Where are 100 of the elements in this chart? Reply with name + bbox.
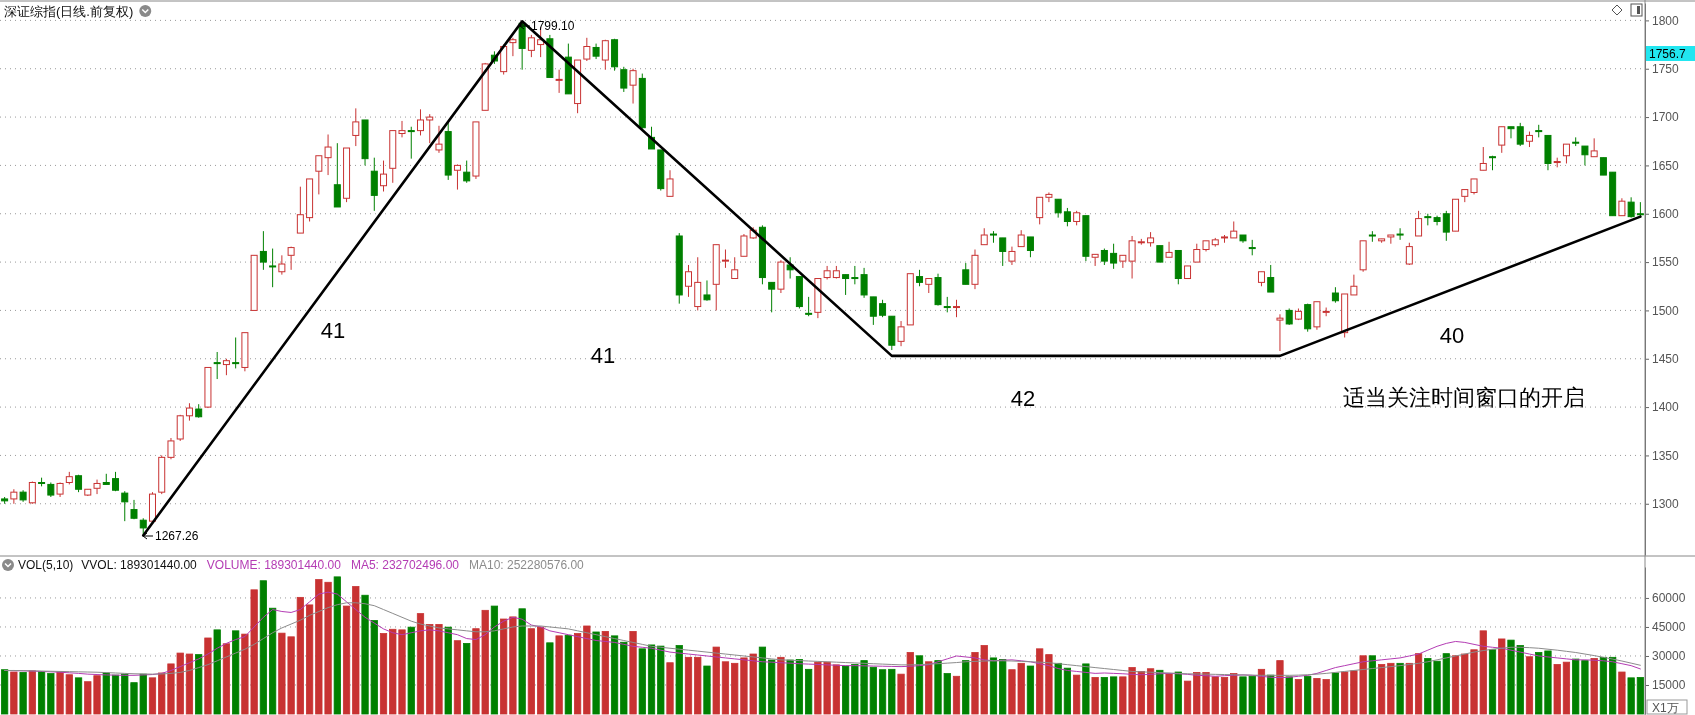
candlestick xyxy=(1054,198,1062,219)
bar xyxy=(888,668,896,715)
candlestick xyxy=(527,34,535,58)
bar xyxy=(805,668,813,715)
y-tick-label: 1550 xyxy=(1652,255,1680,270)
candlestick xyxy=(416,108,424,136)
bar xyxy=(1156,669,1164,715)
annotation: VOLUME: 189301440.00 xyxy=(206,558,342,572)
bar xyxy=(1378,664,1386,715)
candlestick xyxy=(897,320,905,347)
bar xyxy=(925,661,933,715)
candlestick xyxy=(685,264,692,298)
bar xyxy=(1026,665,1035,715)
candlestick xyxy=(1091,253,1099,267)
bar xyxy=(999,659,1007,715)
candlestick xyxy=(768,281,776,313)
candlestick xyxy=(1562,143,1570,164)
bar xyxy=(546,642,554,715)
candlestick xyxy=(463,160,471,184)
bar xyxy=(537,626,545,715)
candlestick xyxy=(555,69,563,94)
annotation: 适当关注时间窗口的开启 xyxy=(1343,385,1585,410)
bar xyxy=(1285,676,1293,715)
bar xyxy=(74,677,83,715)
bar xyxy=(915,655,924,715)
candlestick xyxy=(1036,196,1044,225)
candlestick xyxy=(629,68,637,105)
bar xyxy=(1110,676,1118,715)
text: MA10: 252280576.00 xyxy=(468,558,585,572)
bar xyxy=(1341,671,1349,715)
bar xyxy=(1082,663,1090,715)
bar xyxy=(721,661,730,715)
bar xyxy=(758,646,767,715)
bar xyxy=(666,662,674,715)
bar xyxy=(842,665,850,715)
candlestick xyxy=(324,133,332,176)
bar xyxy=(1,669,9,715)
bar xyxy=(47,673,55,715)
candlestick xyxy=(453,163,461,191)
candlestick xyxy=(398,120,406,138)
bar xyxy=(1100,677,1108,715)
bar xyxy=(610,635,619,715)
bar xyxy=(527,628,535,715)
bar xyxy=(878,669,887,715)
candlestick xyxy=(1276,313,1284,352)
candlestick xyxy=(509,37,517,57)
candlestick xyxy=(232,336,240,369)
bar xyxy=(204,637,212,715)
y-tick-label: 1750 xyxy=(1652,62,1680,77)
candlestick xyxy=(259,230,267,271)
bar xyxy=(407,626,415,715)
bar xyxy=(1331,672,1340,715)
bar xyxy=(583,625,591,715)
bar xyxy=(19,672,27,715)
bar xyxy=(768,659,776,715)
candlestick xyxy=(999,237,1007,267)
bar xyxy=(1304,675,1312,715)
candlestick xyxy=(583,37,591,62)
bar xyxy=(1165,673,1173,715)
bar xyxy=(1562,661,1571,715)
bar xyxy=(518,608,526,715)
y-tick-label: 1650 xyxy=(1652,158,1680,173)
bar xyxy=(416,613,425,715)
candlestick xyxy=(1405,242,1413,266)
y-tick-label: 1600 xyxy=(1652,207,1680,222)
bar xyxy=(1451,655,1460,715)
bar xyxy=(305,604,314,715)
bar xyxy=(1627,677,1635,715)
bar xyxy=(574,633,582,715)
bar xyxy=(564,634,572,715)
bar xyxy=(1609,656,1617,715)
bar xyxy=(296,596,304,715)
bar xyxy=(1599,656,1608,715)
bar xyxy=(1387,662,1395,715)
bar xyxy=(259,580,267,715)
bar xyxy=(1230,673,1238,715)
y-tick-label: 15000 xyxy=(1652,678,1686,693)
bar xyxy=(342,605,351,715)
bar xyxy=(232,630,240,715)
bar xyxy=(712,646,720,715)
bar xyxy=(629,631,637,715)
bar xyxy=(185,653,194,715)
y-tick-label: 1800 xyxy=(1652,13,1680,28)
bar xyxy=(111,674,120,715)
bar xyxy=(1488,649,1497,715)
bar xyxy=(694,656,702,715)
bar xyxy=(638,648,646,715)
bar xyxy=(463,643,471,715)
candlestick xyxy=(1008,246,1016,266)
y-tick-label: 1700 xyxy=(1652,110,1680,125)
bar xyxy=(269,607,277,715)
bar xyxy=(352,586,360,715)
bar xyxy=(1525,656,1534,715)
candlestick xyxy=(962,262,970,285)
candlestick xyxy=(333,142,341,208)
candlestick xyxy=(703,279,711,302)
bar xyxy=(1636,677,1644,715)
bar xyxy=(213,629,221,715)
candlestick xyxy=(213,351,221,380)
line-series xyxy=(4,602,1641,676)
